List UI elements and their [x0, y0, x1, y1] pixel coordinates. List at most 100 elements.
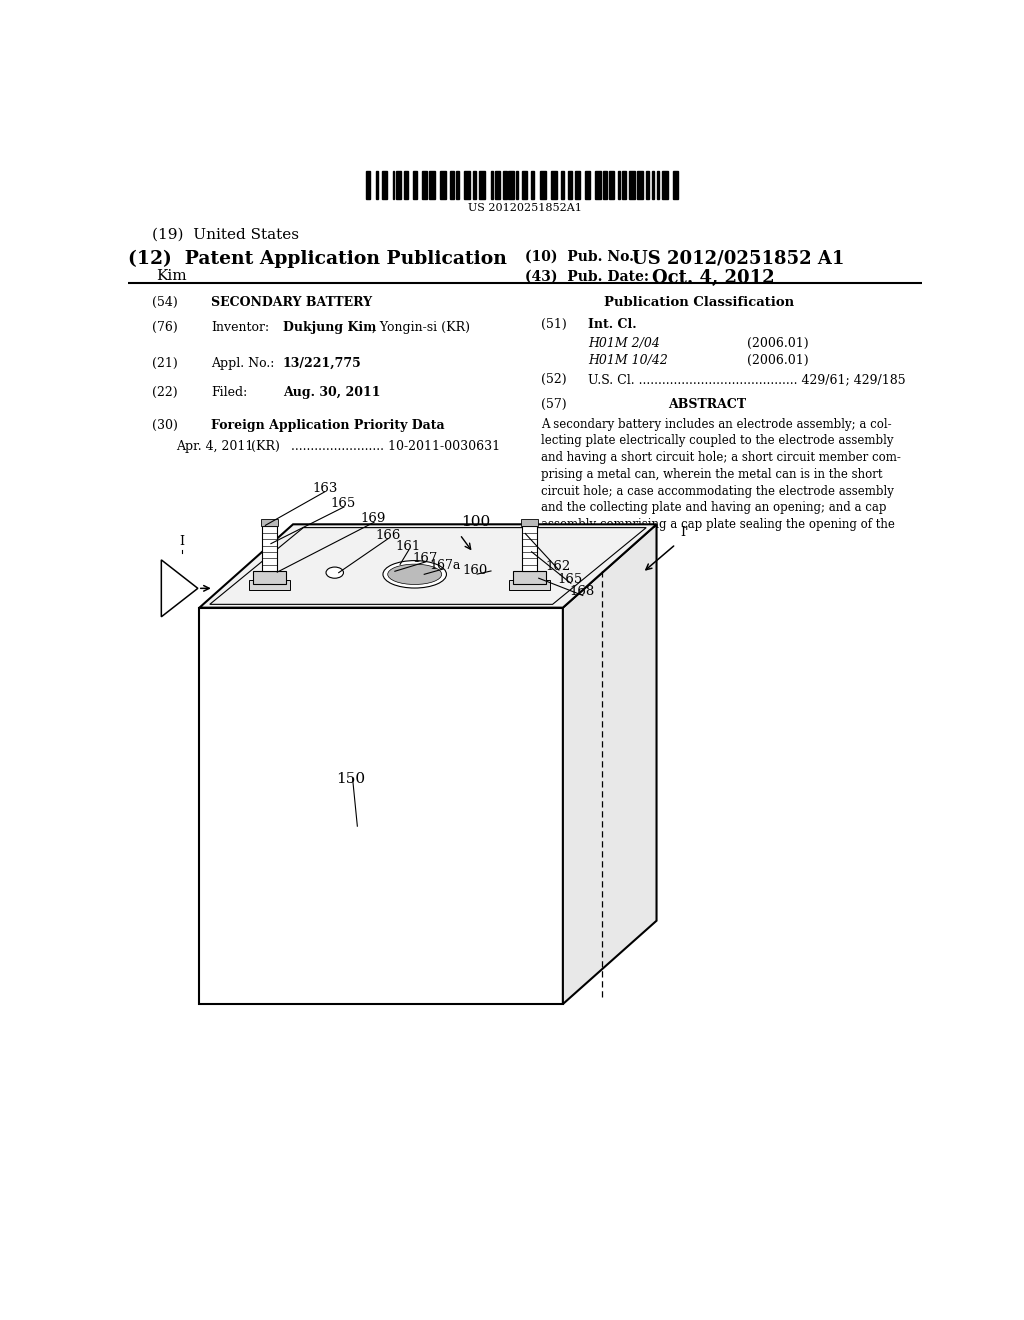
- Bar: [509, 581, 550, 590]
- Ellipse shape: [388, 564, 441, 585]
- Text: (21): (21): [152, 356, 177, 370]
- Bar: [521, 527, 537, 572]
- Text: (2006.01): (2006.01): [748, 338, 809, 350]
- Bar: [495, 170, 501, 199]
- Bar: [429, 170, 435, 199]
- Text: lecting plate electrically coupled to the electrode assembly: lecting plate electrically coupled to th…: [541, 434, 893, 447]
- Text: 100: 100: [461, 515, 490, 529]
- Text: Inventor:: Inventor:: [211, 321, 269, 334]
- Bar: [464, 170, 470, 199]
- Text: 167: 167: [412, 552, 437, 565]
- Bar: [586, 170, 590, 199]
- Bar: [540, 170, 546, 199]
- Bar: [618, 170, 620, 199]
- Text: Aug. 30, 2011: Aug. 30, 2011: [283, 385, 380, 399]
- Bar: [504, 170, 507, 199]
- Text: US 20120251852A1: US 20120251852A1: [468, 203, 582, 213]
- Text: 161: 161: [395, 540, 421, 553]
- Text: H01M 10/42: H01M 10/42: [588, 354, 669, 367]
- Bar: [403, 170, 409, 199]
- Bar: [413, 170, 417, 199]
- Polygon shape: [200, 607, 563, 1005]
- Text: Foreign Application Priority Data: Foreign Application Priority Data: [211, 418, 445, 432]
- Text: 160: 160: [463, 564, 488, 577]
- Text: and having a short circuit hole; a short circuit member com-: and having a short circuit hole; a short…: [541, 451, 900, 465]
- Text: (54): (54): [152, 296, 177, 309]
- Text: (10)  Pub. No.:: (10) Pub. No.:: [524, 249, 639, 264]
- Text: Oct. 4, 2012: Oct. 4, 2012: [652, 269, 774, 288]
- Text: , Yongin-si (KR): , Yongin-si (KR): [373, 321, 470, 334]
- Bar: [376, 170, 378, 199]
- Text: 169: 169: [360, 512, 386, 525]
- Bar: [382, 170, 387, 199]
- Bar: [249, 581, 290, 590]
- Bar: [551, 170, 557, 199]
- Bar: [253, 572, 286, 585]
- Text: U.S. Cl. ......................................... 429/61; 429/185: U.S. Cl. ...............................…: [588, 372, 906, 385]
- Text: (43)  Pub. Date:: (43) Pub. Date:: [524, 269, 649, 284]
- Text: Apr. 4, 2011: Apr. 4, 2011: [176, 440, 253, 453]
- Text: 13/221,775: 13/221,775: [283, 356, 361, 370]
- Text: 166: 166: [376, 528, 401, 541]
- Bar: [663, 170, 668, 199]
- Bar: [490, 170, 493, 199]
- Text: assembly comprising a cap plate sealing the opening of the: assembly comprising a cap plate sealing …: [541, 519, 895, 531]
- Bar: [521, 519, 538, 527]
- Ellipse shape: [326, 568, 343, 578]
- Bar: [422, 170, 427, 199]
- Text: (19)  United States: (19) United States: [152, 227, 299, 242]
- Bar: [561, 170, 564, 199]
- Bar: [630, 170, 635, 199]
- Bar: [522, 170, 526, 199]
- Bar: [567, 170, 572, 199]
- Text: Publication Classification: Publication Classification: [604, 296, 795, 309]
- Bar: [479, 170, 485, 199]
- Text: 163: 163: [312, 482, 338, 495]
- Bar: [646, 170, 649, 199]
- Text: I': I': [680, 527, 688, 539]
- Text: Kim: Kim: [156, 269, 186, 284]
- Bar: [473, 170, 476, 199]
- Text: 165: 165: [557, 573, 583, 586]
- Text: prising a metal can, wherein the metal can is in the short: prising a metal can, wherein the metal c…: [541, 467, 882, 480]
- Bar: [622, 170, 627, 199]
- Text: (12)  Patent Application Publication: (12) Patent Application Publication: [128, 249, 507, 268]
- Ellipse shape: [383, 561, 446, 587]
- Bar: [516, 170, 518, 199]
- Bar: [657, 170, 659, 199]
- Bar: [262, 527, 276, 572]
- Bar: [595, 170, 601, 199]
- Bar: [531, 170, 535, 199]
- Text: 150: 150: [336, 772, 365, 787]
- Text: (22): (22): [152, 385, 177, 399]
- Bar: [456, 170, 459, 199]
- Bar: [440, 170, 446, 199]
- Text: (KR): (KR): [251, 440, 280, 453]
- Bar: [509, 170, 514, 199]
- Text: ........................ 10-2011-0030631: ........................ 10-2011-0030631: [291, 440, 500, 453]
- Polygon shape: [563, 524, 656, 1005]
- Text: (2006.01): (2006.01): [748, 354, 809, 367]
- Text: Appl. No.:: Appl. No.:: [211, 356, 274, 370]
- Bar: [513, 572, 546, 585]
- Text: (51): (51): [541, 318, 566, 331]
- Text: (57): (57): [541, 399, 566, 412]
- Text: I: I: [179, 535, 184, 548]
- Bar: [396, 170, 400, 199]
- Text: case.: case.: [541, 535, 571, 548]
- Text: 167a: 167a: [430, 560, 461, 572]
- Text: (52): (52): [541, 372, 566, 385]
- Text: (30): (30): [152, 418, 178, 432]
- Polygon shape: [200, 524, 656, 607]
- Text: circuit hole; a case accommodating the electrode assembly: circuit hole; a case accommodating the e…: [541, 484, 894, 498]
- Bar: [609, 170, 613, 199]
- Text: (76): (76): [152, 321, 177, 334]
- Text: ABSTRACT: ABSTRACT: [668, 399, 745, 412]
- Text: US 2012/0251852 A1: US 2012/0251852 A1: [632, 249, 845, 268]
- Text: 162: 162: [546, 560, 570, 573]
- Text: A secondary battery includes an electrode assembly; a col-: A secondary battery includes an electrod…: [541, 417, 891, 430]
- Bar: [575, 170, 580, 199]
- Text: SECONDARY BATTERY: SECONDARY BATTERY: [211, 296, 373, 309]
- Bar: [674, 170, 678, 199]
- Text: 168: 168: [569, 586, 595, 598]
